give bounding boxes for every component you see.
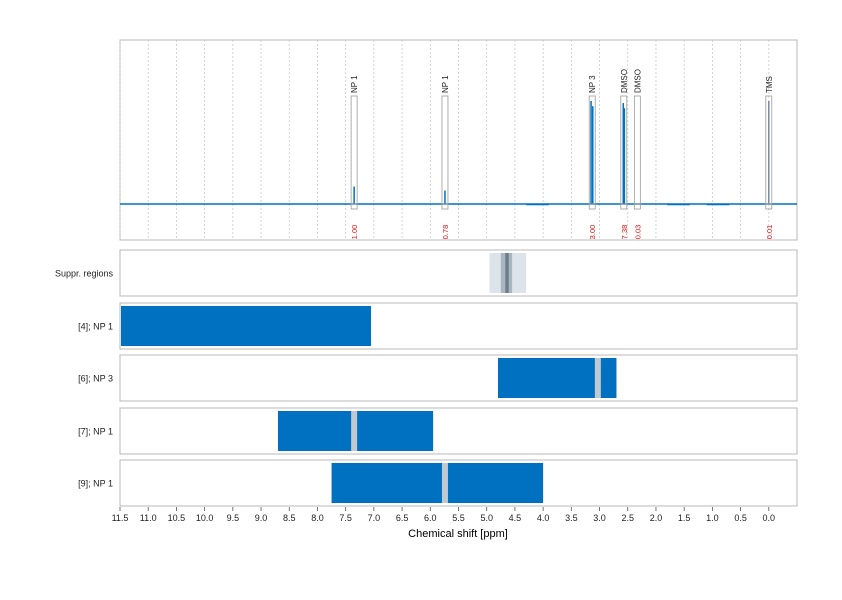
x-tick-label: 4.0: [537, 513, 550, 523]
peak-annotations: NP 1 1.00 NP 1 0.78 NP 3 3.00 DMSO 7.38 DMSO 0.03…: [350, 69, 774, 239]
x-tick-label: 7.0: [368, 513, 381, 523]
region-rows: Suppr. regions [4]; NP 1 [6]; NP 3 [7]; NP …: [55, 249, 798, 507]
row-frame: [119, 407, 798, 455]
x-tick-label: 1.5: [678, 513, 691, 523]
integral-value: 0.01: [765, 225, 774, 240]
x-tick-label: 9.0: [255, 513, 268, 523]
x-tick-label: 8.0: [311, 513, 324, 523]
region-row: [4]; NP 1: [78, 302, 798, 350]
integral-box: [765, 203, 773, 210]
x-axis: 11.5 11.0 10.5 10.0 9.5 9.0 8.5 8.0 7.5 7.0 6.5 6.0…: [112, 507, 775, 523]
integral-box: [441, 203, 449, 210]
spectrum-panel: NP 1 1.00 NP 1 0.78 NP 3 3.00 DMSO 7.38 DMSO 0.03…: [119, 39, 798, 241]
region-row: [7]; NP 1: [78, 407, 798, 455]
peak-label: DMSO: [620, 69, 629, 93]
row-label: [4]; NP 1: [78, 322, 113, 332]
peak-marker: [351, 411, 358, 451]
peak-label: TMS: [765, 76, 774, 93]
integral-box: [588, 203, 596, 210]
x-tick-label: 0.0: [763, 513, 776, 523]
x-tick-label: 6.0: [424, 513, 437, 523]
x-tick-label: 5.5: [452, 513, 465, 523]
integral-value: 0.03: [633, 225, 642, 240]
row-label: [6]; NP 3: [78, 374, 113, 384]
peak-label: NP 3: [588, 75, 597, 93]
x-tick-label: 11.5: [112, 513, 129, 523]
x-axis-label: Chemical shift [ppm]: [408, 528, 508, 540]
region-bar: [331, 463, 544, 503]
row-frame: [119, 249, 798, 297]
x-tick-label: 8.5: [283, 513, 296, 523]
x-tick-label: 0.5: [734, 513, 747, 523]
row-label: Suppr. regions: [55, 269, 114, 279]
x-tick-label: 7.5: [339, 513, 352, 523]
integral-box: [633, 203, 641, 210]
x-tick-label: 3.0: [593, 513, 606, 523]
x-tick-label: 2.0: [650, 513, 663, 523]
region-row: [9]; NP 1: [78, 459, 798, 507]
x-tick-label: 11.0: [140, 513, 157, 523]
integral-box: [620, 203, 628, 210]
peak-label: NP 1: [441, 75, 450, 93]
region-row: [6]; NP 3: [78, 354, 798, 402]
peak-label: NP 1: [350, 75, 359, 93]
x-tick-label: 3.5: [565, 513, 578, 523]
suppression-core: [505, 253, 509, 293]
x-tick-label: 10.5: [168, 513, 186, 523]
peak-marker: [441, 463, 448, 503]
integral-value: 1.00: [350, 225, 359, 240]
region-bar: [121, 306, 372, 346]
integral-value: 0.78: [441, 225, 450, 240]
x-tick-label: 10.0: [196, 513, 214, 523]
x-tick-label: 6.5: [396, 513, 409, 523]
integral-value: 3.00: [588, 225, 597, 240]
peak-label: DMSO: [633, 69, 642, 93]
region-row: Suppr. regions: [55, 249, 798, 297]
x-tick-label: 1.0: [706, 513, 719, 523]
x-tick-label: 9.5: [227, 513, 240, 523]
integral-box: [350, 203, 358, 210]
integral-value: 7.38: [620, 225, 629, 240]
row-label: [9]; NP 1: [78, 479, 113, 489]
row-frame: [119, 354, 798, 402]
x-tick-label: 2.5: [621, 513, 634, 523]
x-tick-label: 4.5: [509, 513, 522, 523]
peak-marker: [594, 358, 601, 398]
row-label: [7]; NP 1: [78, 427, 113, 437]
x-tick-label: 5.0: [480, 513, 493, 523]
